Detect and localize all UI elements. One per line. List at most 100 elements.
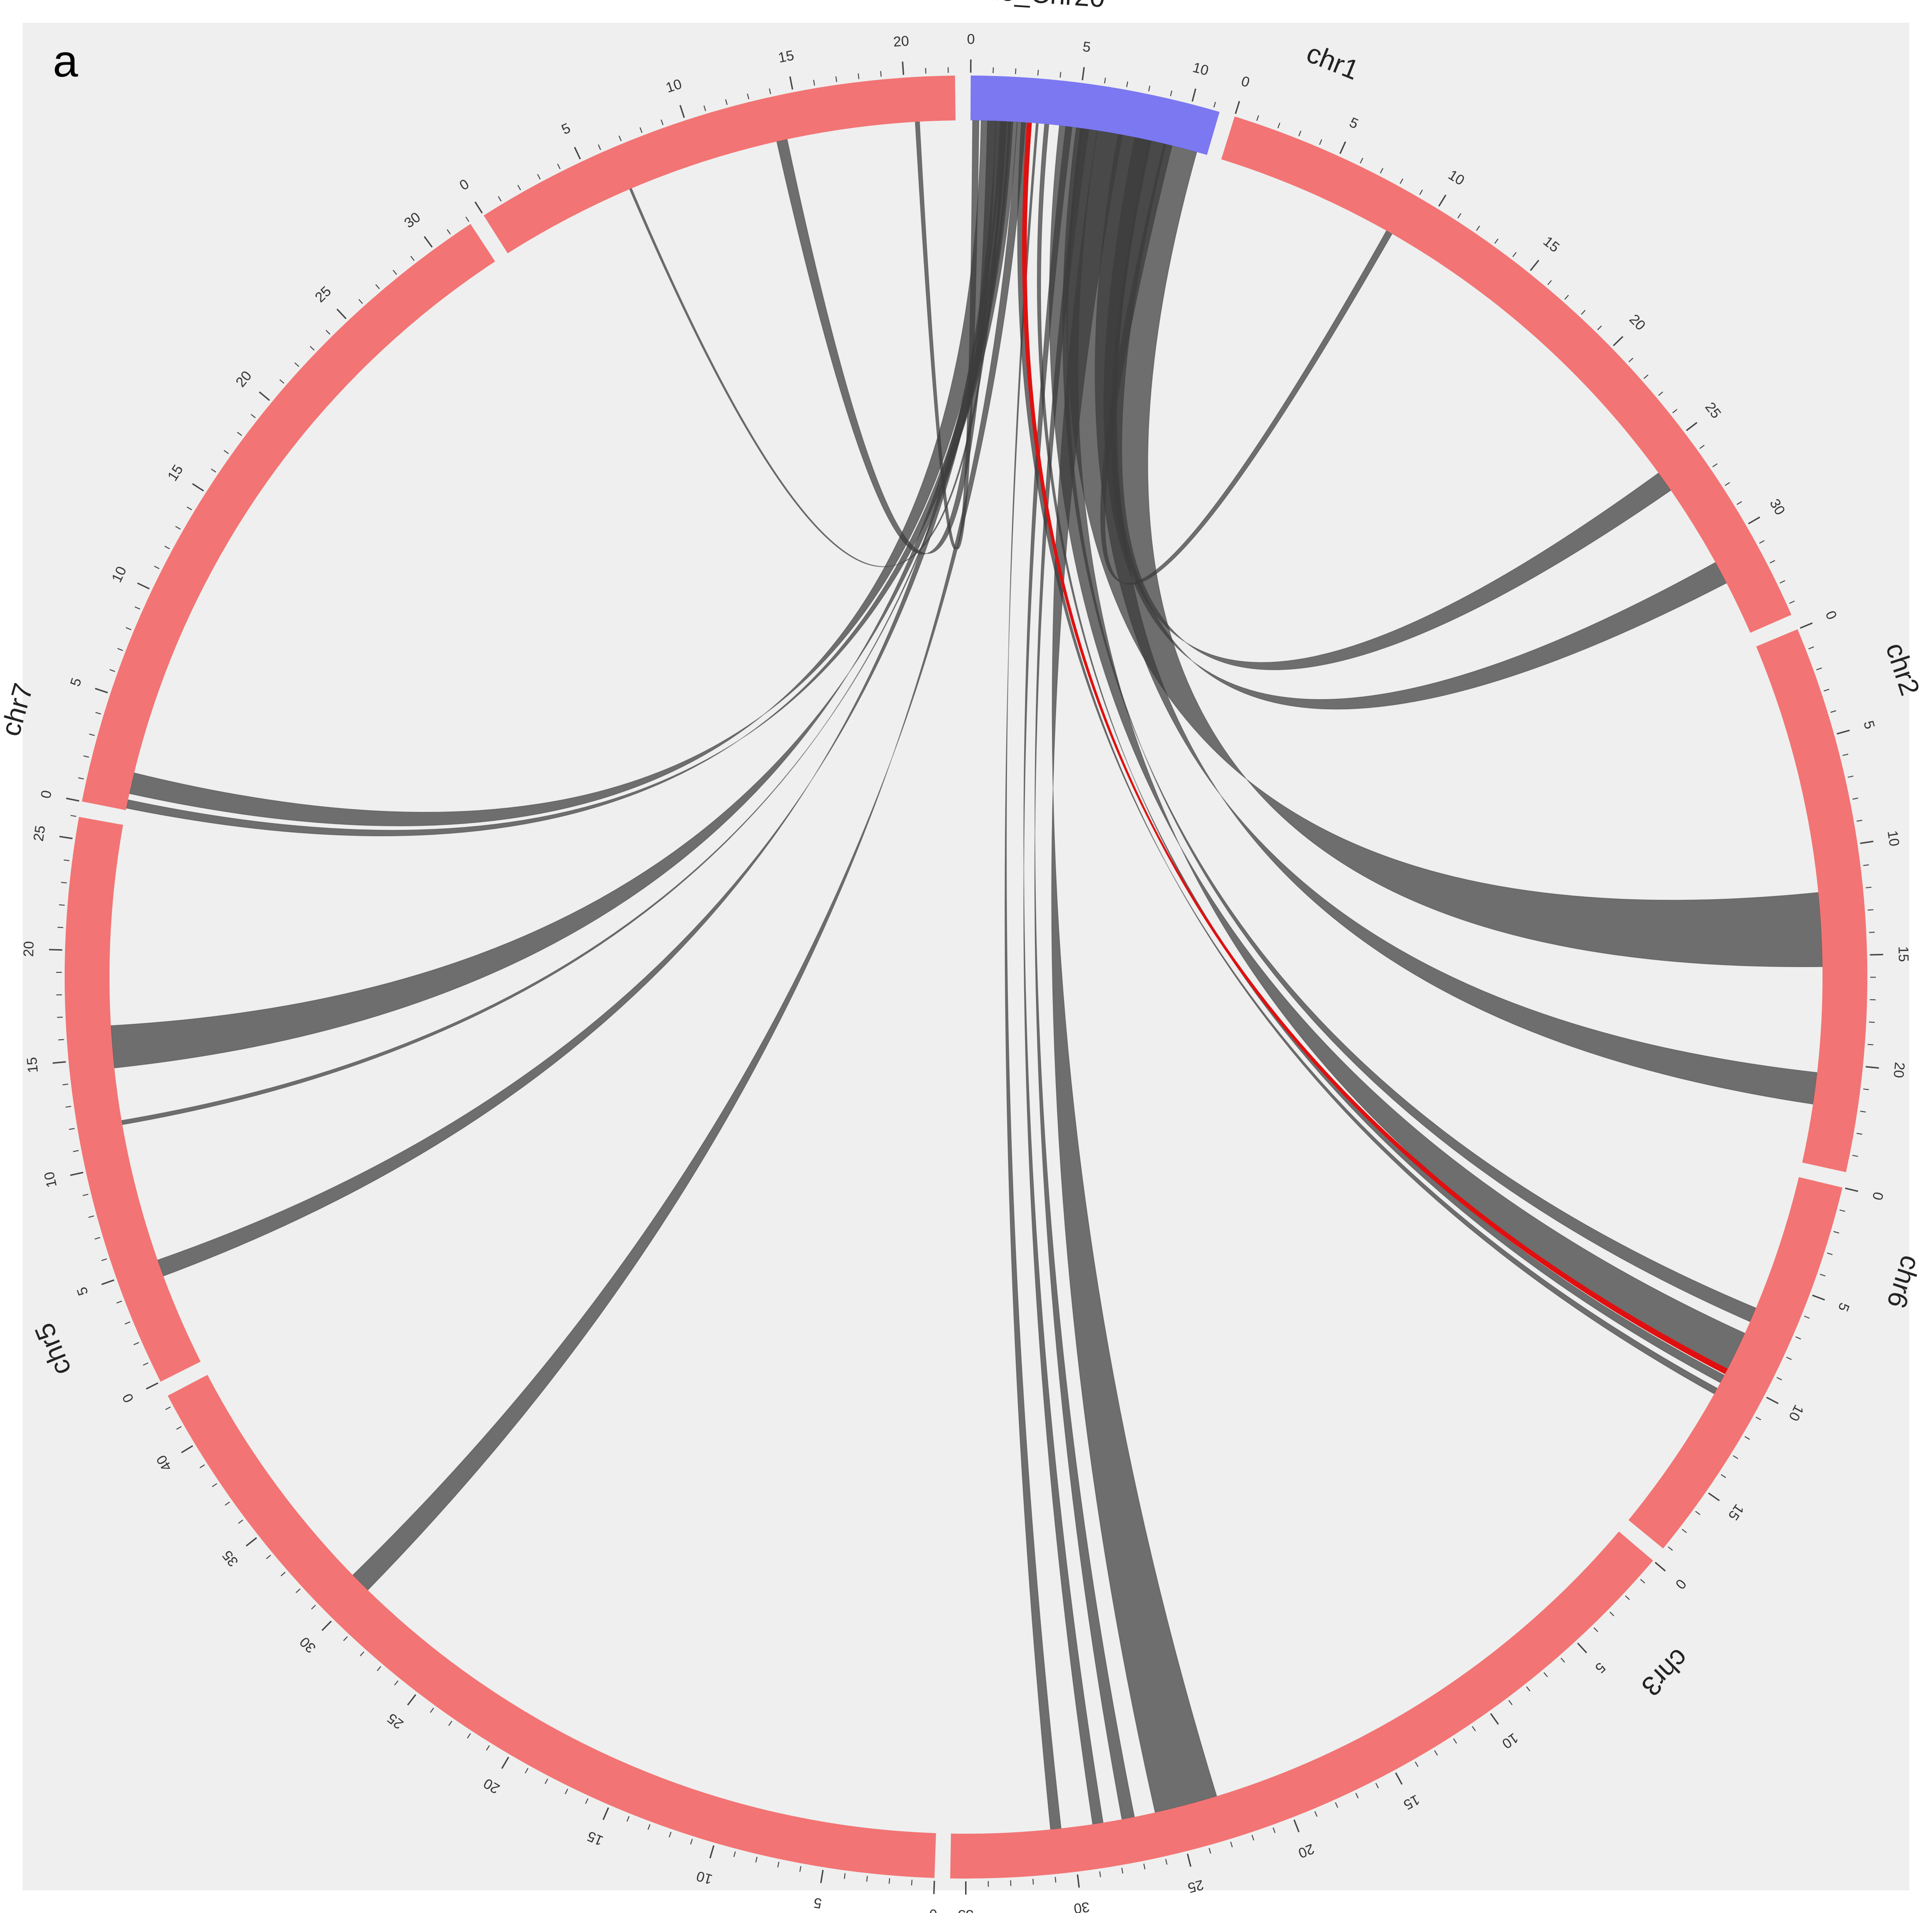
tick — [321, 1620, 332, 1631]
tick — [238, 1519, 244, 1524]
tick — [1609, 1611, 1614, 1617]
synteny-link — [110, 120, 1014, 1069]
tick — [1055, 1877, 1057, 1883]
tick-label: 20 — [1626, 312, 1648, 334]
tick — [1770, 560, 1775, 564]
tick — [1082, 67, 1085, 81]
synteny-link — [629, 120, 1005, 567]
tick-label: 30 — [402, 210, 423, 231]
tick — [259, 391, 270, 401]
tick — [407, 1694, 417, 1706]
tick — [1721, 1474, 1726, 1478]
tick-label: 15 — [1401, 1791, 1422, 1812]
chromosome-segment-chr7 — [82, 224, 496, 810]
tick — [1170, 90, 1173, 96]
tick — [1581, 310, 1586, 315]
tick — [517, 185, 521, 191]
tick — [1512, 252, 1517, 257]
tick — [95, 688, 108, 693]
tick — [164, 546, 170, 549]
tick — [279, 379, 285, 384]
tick — [266, 1555, 271, 1559]
tick — [1298, 130, 1302, 136]
tick-label: 10 — [1884, 829, 1902, 847]
tick — [1865, 1066, 1879, 1069]
tick — [73, 1150, 79, 1152]
tick — [647, 1824, 651, 1830]
chromosome-segment-chr6 — [1628, 1177, 1843, 1549]
tick — [1816, 667, 1822, 671]
tick — [1625, 1595, 1630, 1600]
tick — [58, 1039, 64, 1041]
tick-label: 0 — [1672, 1576, 1689, 1592]
panel-label: a — [53, 36, 78, 86]
tick-label: 20 — [1890, 1062, 1907, 1079]
tick — [1852, 1155, 1858, 1157]
tick — [501, 1756, 509, 1769]
tick — [1272, 1827, 1276, 1833]
tick — [311, 1605, 316, 1610]
tick-label: 15 — [24, 1056, 41, 1073]
tick — [1748, 516, 1760, 524]
tick-label: 5 — [74, 1285, 92, 1298]
tick-label: 5 — [1860, 719, 1877, 731]
tick — [343, 1636, 348, 1641]
tick — [574, 147, 581, 160]
tick — [1547, 280, 1552, 285]
chromosome-label-chr2: chr2 — [1880, 639, 1925, 699]
tick — [703, 105, 706, 111]
tick — [62, 1083, 68, 1086]
chromosome-segment-Cmo_Chr20 — [970, 76, 1220, 155]
tick — [1476, 226, 1480, 231]
tick — [1293, 1819, 1300, 1833]
tick — [564, 1788, 568, 1795]
synteny-link — [1094, 134, 1818, 1105]
tick — [52, 1061, 66, 1064]
tick-label: 10 — [42, 1170, 60, 1189]
tick-label: 20 — [481, 1775, 502, 1796]
tick — [1494, 238, 1499, 244]
tick-label: 10 — [695, 1868, 714, 1887]
tick — [78, 777, 84, 780]
tick — [134, 606, 141, 610]
tick — [1438, 194, 1446, 207]
tick — [89, 733, 95, 736]
tick — [1804, 1315, 1810, 1319]
tick-label: 5 — [559, 120, 573, 138]
tick — [857, 73, 860, 79]
tick — [61, 882, 67, 884]
tick-label: 25 — [1186, 1877, 1205, 1896]
tick-label: 10 — [1445, 167, 1467, 189]
tick — [1870, 953, 1883, 956]
tick — [1733, 1455, 1739, 1459]
tick — [1560, 1658, 1565, 1663]
tick-label: 25 — [385, 1710, 407, 1732]
tick — [747, 93, 749, 100]
tick — [1756, 1416, 1761, 1421]
tick — [210, 468, 216, 473]
tick — [143, 1362, 149, 1366]
tick — [125, 1321, 131, 1325]
tick — [626, 1816, 630, 1822]
tick — [1856, 819, 1863, 822]
synteny-link — [352, 121, 1026, 1591]
tick-label: 0 — [929, 1906, 938, 1913]
tick — [1277, 122, 1280, 128]
tick — [639, 127, 643, 133]
tick — [597, 144, 601, 150]
tick-label: 10 — [109, 564, 130, 585]
tick-label: 5 — [1835, 1300, 1852, 1313]
tick — [725, 99, 728, 105]
chromosome-segment-Cmo_Chr20b — [483, 76, 956, 253]
tick — [777, 1862, 780, 1868]
tick — [1856, 1133, 1863, 1135]
tick — [446, 229, 451, 235]
tick — [1737, 501, 1742, 505]
tick — [1148, 85, 1151, 92]
tick — [70, 815, 76, 817]
tick — [669, 1831, 672, 1837]
tick-label: 40 — [153, 1452, 175, 1474]
tick — [525, 1768, 529, 1774]
tick — [1400, 178, 1403, 184]
tick — [66, 797, 79, 802]
